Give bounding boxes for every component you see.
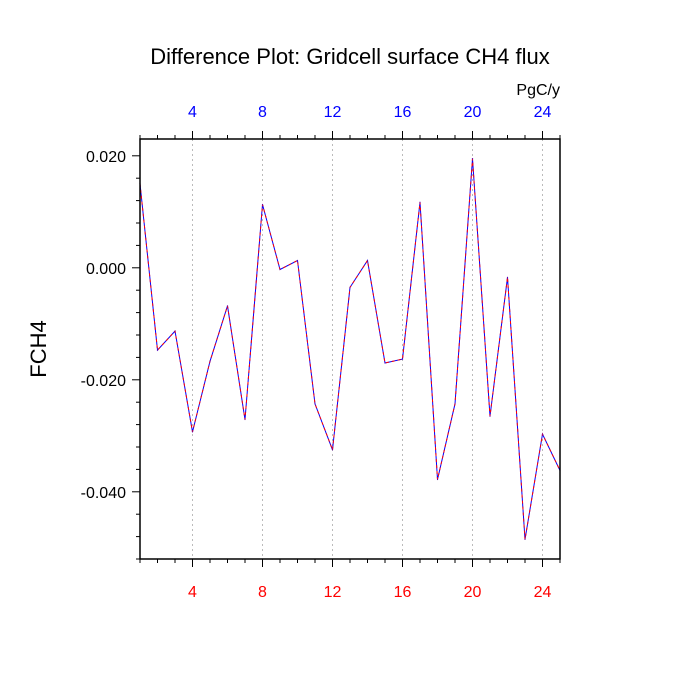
x-tick-label-top: 12 xyxy=(324,104,342,121)
data-point-18 xyxy=(436,478,439,481)
y-tick-label: 0.000 xyxy=(86,261,126,278)
x-tick-label-bottom: 4 xyxy=(188,584,197,601)
data-point-8 xyxy=(261,203,264,206)
data-point-6 xyxy=(226,305,229,307)
data-point-9 xyxy=(279,268,281,271)
data-point-14 xyxy=(366,259,369,262)
data-point-16 xyxy=(401,358,404,360)
series-line-red xyxy=(139,158,561,540)
data-point-13 xyxy=(349,286,351,288)
data-point-22 xyxy=(506,276,509,278)
data-point-2 xyxy=(156,349,159,351)
x-tick-label-top: 16 xyxy=(394,104,412,121)
data-point-19 xyxy=(454,403,456,405)
axis-tick-labels: 4 4 8 8 12 12 16 16 20 20 24 24 0.020 0.000 -0.020 -0.0… xyxy=(81,104,552,601)
x-tick-label-bottom: 24 xyxy=(534,584,552,601)
data-point-10 xyxy=(296,259,299,262)
data-point-4 xyxy=(191,431,194,433)
x-tick-label-bottom: 20 xyxy=(464,584,482,601)
data-point-3 xyxy=(174,330,176,332)
data-point-15 xyxy=(384,362,386,364)
y-tick-label: -0.040 xyxy=(81,485,126,502)
series-line-blue xyxy=(139,158,561,540)
x-tick-label-bottom: 12 xyxy=(324,584,342,601)
x-tick-label-top: 4 xyxy=(188,104,197,121)
x-tick-label-bottom: 8 xyxy=(258,584,267,601)
data-point-11 xyxy=(314,403,316,405)
units-label: PgC/y xyxy=(516,82,560,99)
plot-frame xyxy=(139,138,561,560)
data-point-12 xyxy=(331,449,334,451)
data-point-17 xyxy=(419,201,421,203)
data-point-7 xyxy=(244,418,246,421)
data-point-20 xyxy=(471,158,474,160)
y-axis-label: FCH4 xyxy=(26,320,51,377)
x-tick-label-top: 8 xyxy=(258,104,267,121)
x-tick-label-top: 24 xyxy=(534,104,552,121)
y-tick-label: -0.020 xyxy=(81,373,126,390)
chart-title: Difference Plot: Gridcell surface CH4 fl… xyxy=(150,44,549,69)
axis-ticks xyxy=(132,131,561,567)
data-point-23 xyxy=(524,538,526,541)
y-tick-label: 0.020 xyxy=(86,149,126,166)
data-point-5 xyxy=(209,360,211,362)
gridlines xyxy=(192,139,543,559)
x-tick-label-top: 20 xyxy=(464,104,482,121)
data-point-24 xyxy=(541,433,544,435)
x-tick-label-bottom: 16 xyxy=(394,584,412,601)
data-lines xyxy=(139,158,561,541)
data-point-21 xyxy=(489,415,491,417)
